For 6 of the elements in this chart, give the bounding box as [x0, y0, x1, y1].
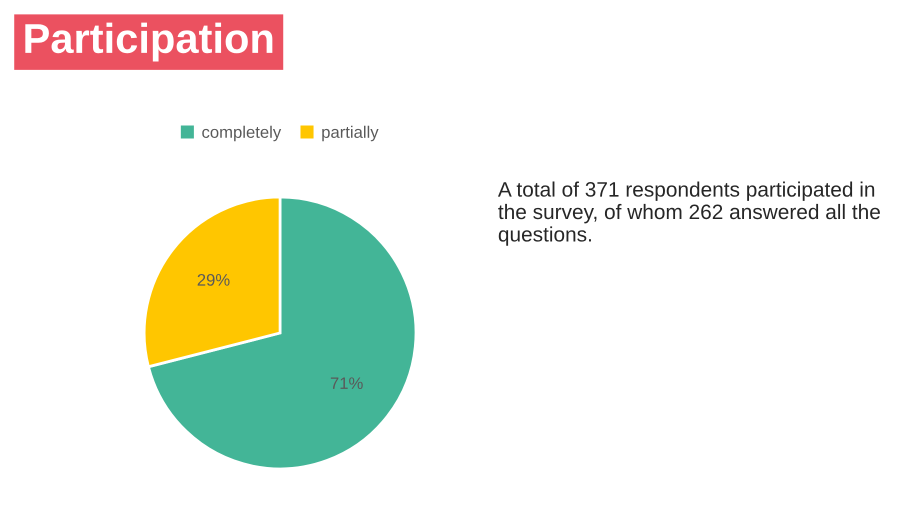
legend-label: completely — [202, 126, 282, 142]
chart-title: Participation — [25, 22, 272, 62]
text: A total of 371 respondents participated in the survey, of whom 262 answered all the questions. — [498, 181, 880, 246]
data-label: 71% — [330, 377, 363, 390]
legend-label: partially — [322, 126, 379, 142]
data-label: 29% — [198, 274, 230, 286]
